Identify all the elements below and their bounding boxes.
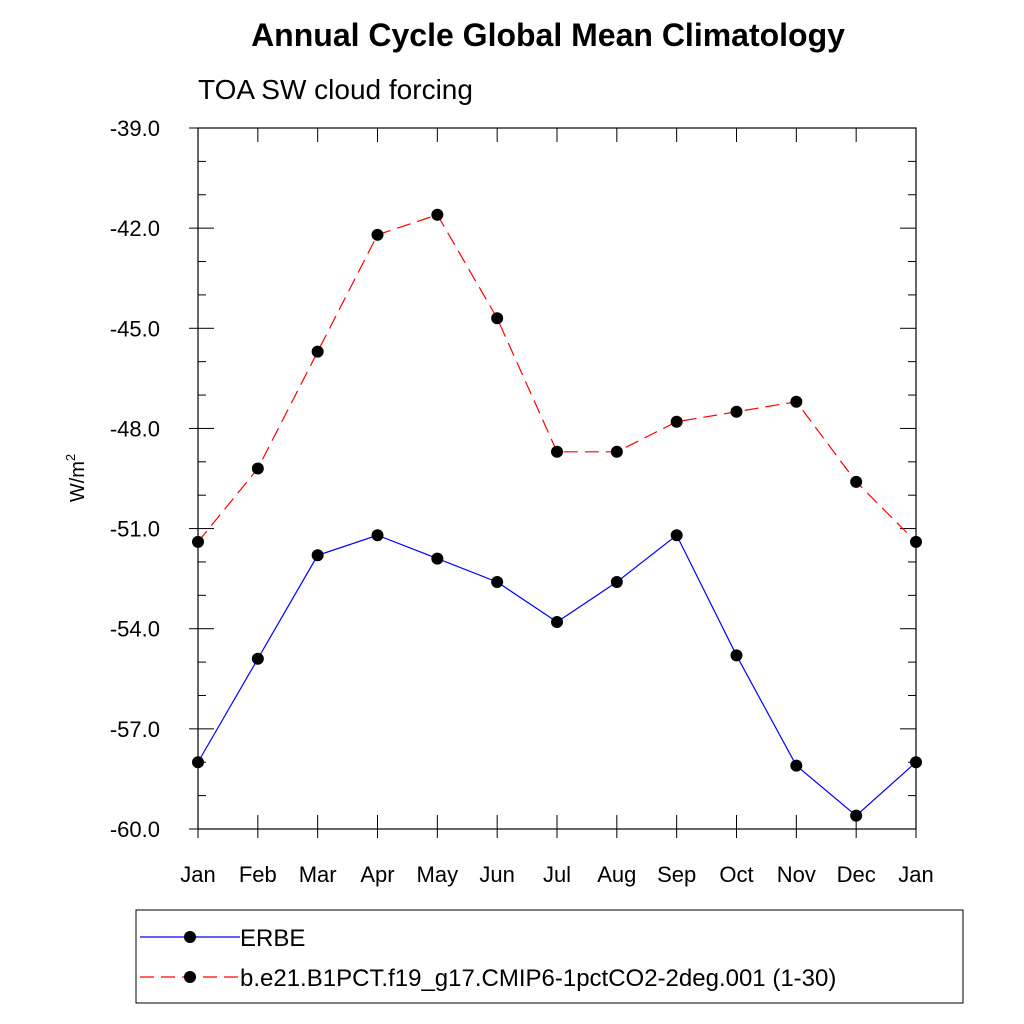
x-tick-label: Feb bbox=[239, 862, 277, 887]
data-point bbox=[610, 445, 623, 458]
data-point bbox=[192, 756, 204, 769]
legend-box bbox=[135, 909, 964, 1004]
x-tick-label: Mar bbox=[299, 862, 337, 887]
data-point bbox=[670, 415, 683, 428]
x-tick-label: Sep bbox=[657, 862, 696, 887]
data-point bbox=[910, 535, 922, 548]
data-point bbox=[311, 549, 324, 562]
data-point bbox=[910, 756, 922, 769]
x-tick-label: Dec bbox=[837, 862, 876, 887]
data-point bbox=[491, 312, 504, 325]
data-point bbox=[850, 809, 863, 822]
x-tick-label: Nov bbox=[777, 862, 816, 887]
legend: ERBE b.e21.B1PCT.f19_g17.CMIP6-1pctCO2-2d… bbox=[140, 925, 836, 992]
legend-label-0: ERBE bbox=[240, 925, 305, 952]
y-tick-label: -60.0 bbox=[110, 817, 160, 842]
data-point bbox=[251, 652, 264, 665]
x-tick-label: Jan bbox=[898, 862, 933, 887]
x-tick-label: Aug bbox=[597, 862, 636, 887]
y-tick-label: -54.0 bbox=[110, 617, 160, 642]
data-point bbox=[850, 475, 863, 488]
x-tick-label: Jan bbox=[180, 862, 215, 887]
y-axis-label-superscript: 2 bbox=[63, 454, 78, 461]
plot-frame bbox=[197, 127, 917, 830]
y-tick-label: -39.0 bbox=[110, 116, 160, 141]
data-point bbox=[730, 649, 743, 662]
y-tick-label: -45.0 bbox=[110, 316, 160, 341]
data-point bbox=[311, 345, 324, 358]
series-line-1 bbox=[197, 214, 917, 543]
legend-label-1: b.e21.B1PCT.f19_g17.CMIP6-1pctCO2-2deg.0… bbox=[240, 965, 836, 992]
chart-title: Annual Cycle Global Mean Climatology bbox=[251, 17, 845, 53]
data-point bbox=[790, 395, 803, 408]
y-tick-label: -42.0 bbox=[110, 216, 160, 241]
data-point bbox=[730, 405, 743, 418]
y-tick-label: -48.0 bbox=[110, 416, 160, 441]
x-tick-label: Jul bbox=[543, 862, 571, 887]
data-point bbox=[551, 445, 563, 458]
data-point bbox=[371, 529, 384, 542]
x-tick-label: May bbox=[417, 862, 459, 887]
y-axis-label: W/m2 bbox=[63, 454, 89, 502]
data-point bbox=[251, 462, 264, 475]
data-point bbox=[790, 759, 803, 772]
x-tick-label: Oct bbox=[719, 862, 753, 887]
data-point bbox=[192, 535, 204, 548]
y-axis-label-base: W/m bbox=[67, 461, 89, 502]
axis-layer: Jan Feb Mar Apr May Jun Jul Aug Sep Oct Nov Dec Jan-… bbox=[110, 116, 934, 887]
x-tick-label: Jun bbox=[479, 862, 514, 887]
y-tick-label: -51.0 bbox=[110, 517, 160, 542]
data-point bbox=[431, 208, 444, 221]
chart-subtitle: TOA SW cloud forcing bbox=[198, 74, 473, 105]
series-layer bbox=[192, 208, 922, 822]
series-line-0 bbox=[197, 534, 917, 817]
data-point bbox=[670, 529, 683, 542]
x-tick-label: Apr bbox=[360, 862, 394, 887]
data-point bbox=[551, 616, 563, 629]
data-point bbox=[610, 575, 623, 588]
data-point bbox=[431, 552, 444, 565]
data-point bbox=[371, 228, 384, 241]
y-tick-label: -57.0 bbox=[110, 717, 160, 742]
legend-marker-0 bbox=[184, 931, 196, 943]
legend-marker-1 bbox=[184, 971, 196, 983]
data-point bbox=[491, 575, 504, 588]
